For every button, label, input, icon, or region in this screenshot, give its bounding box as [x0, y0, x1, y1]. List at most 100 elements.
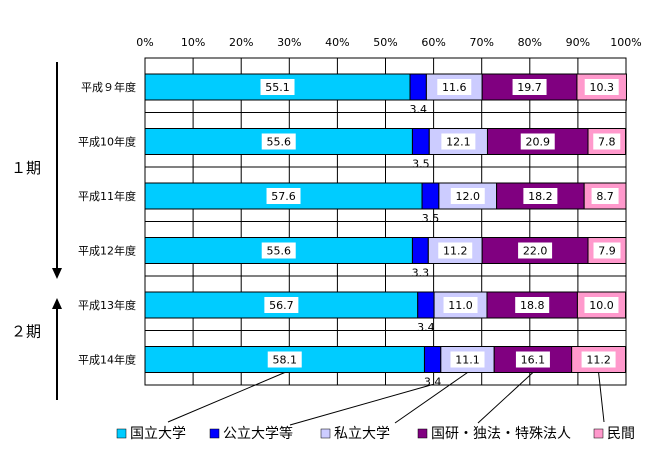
data-label: 16.1	[521, 354, 546, 367]
data-label-box	[591, 188, 619, 204]
legend-leader-line	[477, 372, 534, 424]
period-arrow-head	[52, 268, 62, 279]
data-label-box	[584, 79, 619, 95]
data-label-box	[438, 242, 473, 259]
data-label: 20.9	[525, 136, 550, 149]
category-label: 平成12年度	[78, 244, 136, 258]
legend-leader-line	[289, 384, 433, 426]
data-label-box	[437, 79, 472, 95]
bar-segment	[411, 128, 430, 155]
data-label: 11.6	[442, 81, 467, 94]
data-label: 11.1	[455, 354, 480, 367]
data-label: 3.5	[412, 158, 430, 171]
data-label: 58.1	[272, 354, 297, 367]
data-label-box	[515, 297, 550, 313]
legend-leader-line	[167, 372, 285, 423]
data-label: 3.4	[409, 103, 427, 116]
x-tick-label: 80%	[518, 36, 542, 49]
data-label: 55.6	[266, 136, 291, 149]
period-label: １期	[11, 159, 41, 177]
data-label-box	[450, 351, 485, 368]
x-tick-label: 60%	[421, 36, 445, 49]
period-markers: １期 ２期	[11, 62, 62, 400]
data-label: 55.6	[266, 245, 291, 258]
data-label-box	[260, 79, 295, 95]
x-tick-label: 20%	[229, 36, 253, 49]
data-label-box	[443, 297, 478, 313]
data-label-box	[520, 133, 555, 150]
data-label: 56.7	[269, 299, 294, 312]
bar-segment	[423, 346, 442, 373]
x-tick-label: 100%	[610, 36, 641, 49]
category-label: 平成13年度	[78, 298, 136, 312]
legend-label: 私立大学	[334, 426, 390, 442]
data-label: 22.0	[523, 245, 548, 258]
data-label-box	[261, 242, 296, 259]
data-label-box	[267, 351, 302, 368]
category-label: 平成11年度	[78, 189, 136, 203]
x-tick-label: 30%	[277, 36, 301, 49]
category-label: 平成14年度	[78, 353, 136, 367]
data-label-box	[264, 297, 299, 313]
bar-segment	[409, 73, 427, 101]
data-label-box	[584, 297, 619, 313]
data-label: 7.8	[598, 136, 616, 149]
data-label-box	[266, 188, 301, 204]
data-label-box	[261, 133, 296, 150]
legend-label: 公立大学等	[223, 425, 293, 442]
bars: 55.1 3.4 11.6 19.7 10.3 55.6 3.5 12.1 20.9 7.8 57.…	[144, 73, 627, 389]
period-label: ２期	[11, 323, 41, 341]
x-tick-label: 90%	[566, 36, 590, 49]
x-tick-label: 70%	[469, 36, 493, 49]
data-label: 3.5	[422, 212, 440, 225]
bar-segment	[438, 182, 498, 210]
x-axis-ticks: 0% 10% 20% 30% 40% 50% 60% 70% 80% 90% 100%	[136, 36, 641, 49]
legend-label: 国研・独法・特殊法人	[431, 426, 571, 442]
gridlines	[144, 57, 627, 386]
data-label: 57.6	[271, 190, 296, 203]
data-label: 11.2	[443, 245, 468, 258]
data-label: 10.3	[589, 81, 614, 94]
legend-swatch	[593, 428, 604, 439]
bar-segment	[421, 182, 440, 210]
x-tick-label: 50%	[373, 36, 397, 49]
data-label: 11.0	[448, 299, 473, 312]
legend-leader-line	[394, 372, 468, 424]
legend-label: 国立大学	[130, 426, 186, 442]
legend-swatch	[116, 428, 127, 439]
bar-segment	[411, 237, 429, 264]
x-tick-label: 40%	[325, 36, 349, 49]
data-label: 10.0	[589, 299, 614, 312]
data-label: 7.9	[598, 245, 616, 258]
data-label: 8.7	[596, 190, 614, 203]
legend-swatch	[417, 428, 428, 439]
legend-swatch	[320, 428, 331, 439]
period-arrow-head	[52, 298, 62, 309]
data-label-box	[593, 242, 621, 259]
data-label-box	[518, 242, 553, 259]
data-label-box	[450, 188, 485, 204]
data-label-box	[523, 188, 558, 204]
category-label: 平成10年度	[78, 135, 136, 149]
data-label: 19.7	[517, 81, 542, 94]
data-label: 11.2	[586, 354, 611, 367]
data-label: 3.4	[417, 321, 435, 334]
legend: 国立大学 公立大学等 私立大学 国研・独法・特殊法人 民間	[116, 425, 635, 442]
data-label-box	[593, 133, 621, 150]
data-label: 18.8	[520, 299, 545, 312]
legend-label: 民間	[607, 426, 635, 442]
data-label-box	[512, 79, 547, 95]
data-label: 3.3	[412, 267, 430, 280]
x-tick-label: 0%	[136, 36, 153, 49]
category-label: 平成９年度	[81, 80, 136, 94]
x-tick-label: 10%	[181, 36, 205, 49]
data-label-box	[581, 351, 616, 368]
bar-segment	[486, 128, 589, 155]
data-label-box	[441, 133, 476, 150]
data-label: 12.0	[456, 190, 481, 203]
bar-segment	[417, 291, 435, 319]
legend-leader-lines	[167, 372, 605, 426]
legend-swatch	[209, 428, 220, 439]
